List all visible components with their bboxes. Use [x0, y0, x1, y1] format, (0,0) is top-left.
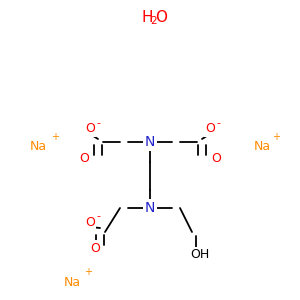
Text: +: + — [272, 132, 280, 142]
Text: N: N — [145, 201, 155, 215]
Text: Na: Na — [29, 140, 46, 154]
Text: Na: Na — [254, 140, 271, 154]
Text: O: O — [90, 242, 100, 254]
Text: O: O — [211, 152, 221, 164]
Text: +: + — [84, 267, 92, 277]
Text: -: - — [96, 118, 100, 128]
Text: +: + — [51, 132, 59, 142]
Text: Na: Na — [63, 275, 81, 289]
Text: -: - — [216, 118, 220, 128]
Text: O: O — [155, 11, 167, 26]
Text: O: O — [205, 122, 215, 136]
Text: 2: 2 — [151, 16, 157, 26]
Text: N: N — [145, 135, 155, 149]
Text: -: - — [96, 211, 100, 221]
Text: O: O — [85, 122, 95, 136]
Text: H: H — [141, 11, 153, 26]
Text: OH: OH — [190, 248, 210, 262]
Text: O: O — [79, 152, 89, 164]
Text: O: O — [85, 215, 95, 229]
